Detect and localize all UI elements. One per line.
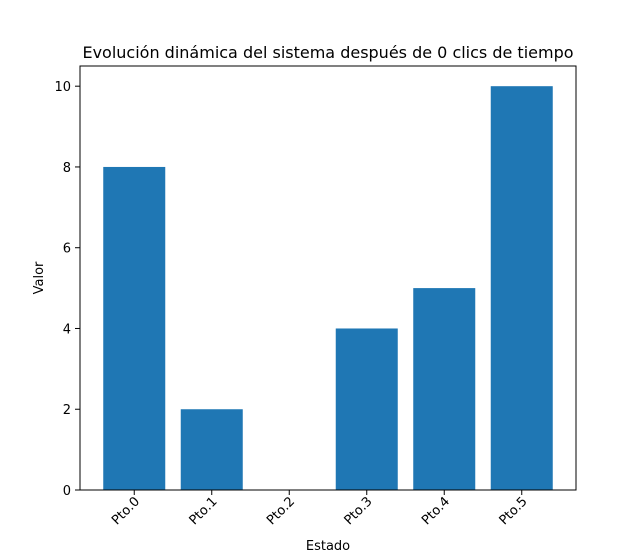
x-tick-label: Pto.0 bbox=[109, 494, 143, 528]
bar-pto-5 bbox=[490, 86, 553, 490]
bar-pto-3 bbox=[335, 328, 398, 490]
y-axis-ticks: 0 2 4 6 8 10 bbox=[54, 80, 80, 499]
x-axis-label: Estado bbox=[306, 539, 350, 550]
bars-group bbox=[103, 86, 553, 490]
x-tick-label: Pto.3 bbox=[342, 494, 376, 528]
plot-frame bbox=[79, 65, 577, 491]
x-tick-label: Pto.1 bbox=[187, 494, 221, 528]
x-axis-ticks: Pto.0 Pto.1 Pto.2 Pto.3 Pto.4 Pto.5 bbox=[109, 490, 531, 528]
y-tick-label: 10 bbox=[54, 80, 71, 95]
chart-title: Evolución dinámica del sistema después d… bbox=[82, 43, 573, 62]
bar-pto-4 bbox=[413, 288, 476, 490]
y-axis-label: Valor bbox=[32, 261, 47, 294]
x-tick-label: Pto.2 bbox=[264, 494, 298, 528]
y-tick-label: 0 bbox=[63, 484, 71, 499]
y-tick-label: 6 bbox=[63, 242, 71, 257]
bar-pto-0 bbox=[103, 166, 166, 490]
bar-pto-1 bbox=[180, 409, 243, 490]
x-tick-label: Pto.5 bbox=[497, 494, 531, 528]
x-tick-label: Pto.4 bbox=[419, 494, 453, 528]
y-tick-label: 8 bbox=[63, 161, 71, 176]
y-tick-label: 2 bbox=[63, 403, 71, 418]
y-tick-label: 4 bbox=[63, 322, 71, 337]
